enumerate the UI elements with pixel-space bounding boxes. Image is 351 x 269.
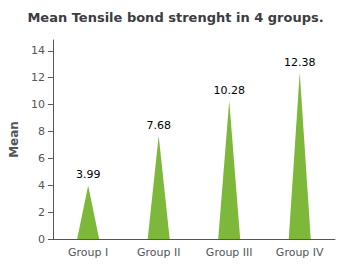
svg-text:10.28: 10.28	[213, 84, 245, 97]
svg-text:3.99: 3.99	[76, 168, 101, 181]
svg-text:7.68: 7.68	[146, 119, 171, 132]
svg-text:Mean Tensile bond strenght in: Mean Tensile bond strenght in 4 groups.	[27, 10, 323, 25]
svg-text:10: 10	[31, 98, 45, 111]
svg-text:12: 12	[31, 71, 45, 84]
svg-text:0: 0	[38, 233, 45, 246]
svg-text:8: 8	[38, 125, 45, 138]
svg-text:Group II: Group II	[137, 246, 180, 259]
svg-text:4: 4	[38, 179, 45, 192]
svg-text:2: 2	[38, 206, 45, 219]
svg-text:Group III: Group III	[206, 246, 253, 259]
svg-text:Group I: Group I	[68, 246, 108, 259]
svg-text:14: 14	[31, 44, 45, 57]
svg-text:12.38: 12.38	[284, 56, 316, 69]
svg-text:6: 6	[38, 152, 45, 165]
svg-text:Group IV: Group IV	[276, 246, 324, 259]
svg-text:Mean: Mean	[7, 121, 21, 158]
